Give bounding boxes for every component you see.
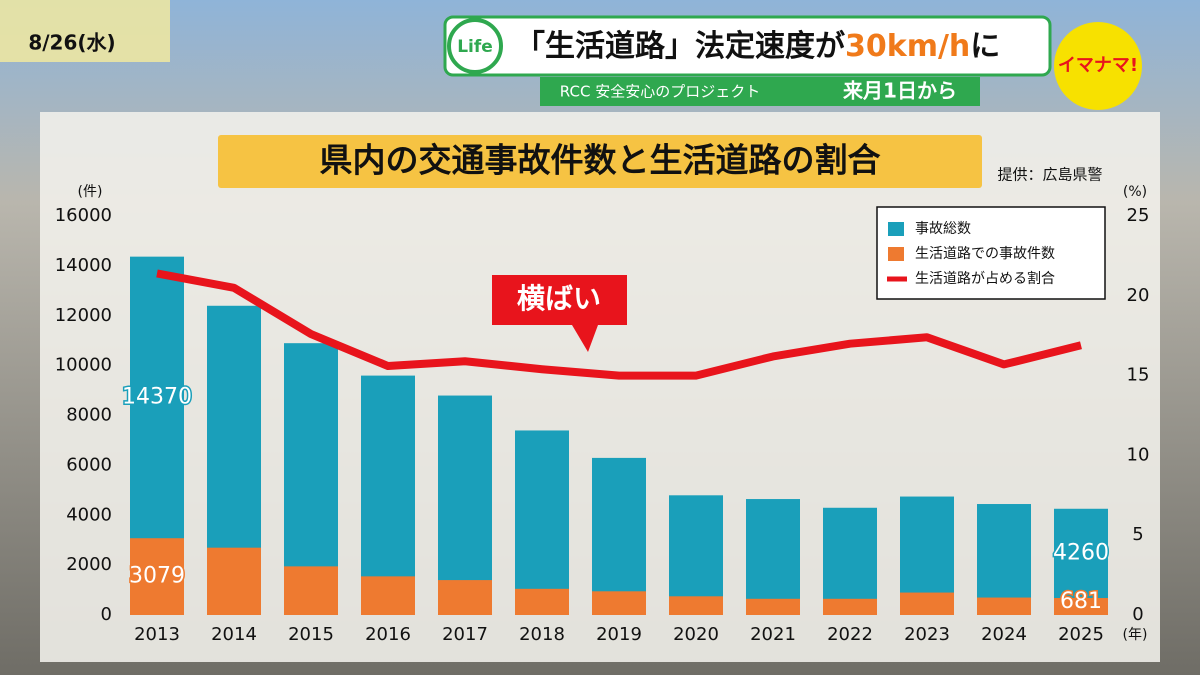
- x-tick-label: 2020: [673, 624, 719, 645]
- bar: [823, 507, 877, 615]
- x-tick-label: 2024: [981, 624, 1027, 645]
- y-tick-label: 12000: [55, 305, 112, 326]
- x-tick-label: 2017: [442, 624, 488, 645]
- x-tick-label: 2022: [827, 624, 873, 645]
- bar: [669, 596, 723, 615]
- legend-box: [876, 206, 1106, 300]
- bar: [284, 566, 338, 615]
- annotation: 横ばい: [517, 282, 601, 315]
- annotation-box: [492, 275, 627, 352]
- y-tick-label: 2000: [66, 554, 112, 575]
- headline-part: 30km/h: [845, 29, 970, 64]
- badge-text: Life: [457, 37, 493, 57]
- y-unit: (件): [78, 184, 103, 200]
- bar: [823, 598, 877, 615]
- bar: [669, 495, 723, 615]
- bar: [746, 499, 800, 615]
- bar: [592, 457, 646, 615]
- y2-tick-label: 5: [1132, 524, 1143, 545]
- bar: [746, 598, 800, 615]
- x-tick-label: 2013: [134, 624, 180, 645]
- sub-bar: [540, 77, 980, 106]
- y-tick-label: 14000: [55, 255, 112, 276]
- x-tick-label: 2016: [365, 624, 411, 645]
- x-tick-label: 2014: [211, 624, 257, 645]
- data-label: 3079: [129, 564, 185, 589]
- legend-label: 生活道路での事故件数: [915, 246, 1055, 262]
- legend-label: 生活道路が占める割合: [915, 270, 1055, 287]
- bar: [515, 588, 569, 615]
- data-label: 4260: [1053, 540, 1109, 565]
- data-label: 681: [1060, 589, 1102, 614]
- x-tick-label: 2018: [519, 624, 565, 645]
- y-tick-label: 10000: [55, 355, 112, 376]
- x-tick-label: 2019: [596, 624, 642, 645]
- title-box: [218, 135, 982, 188]
- bar: [977, 597, 1031, 615]
- bar: [361, 576, 415, 615]
- y-tick-label: 4000: [66, 504, 112, 525]
- bar: [438, 395, 492, 615]
- logo-text: イマナマ!: [1058, 55, 1138, 76]
- line: [156, 269, 1082, 380]
- bar: [900, 592, 954, 615]
- x-tick-label: 2023: [904, 624, 950, 645]
- chart-title: 県内の交通事故件数と生活道路の割合: [320, 141, 881, 180]
- y2-tick-label: 20: [1127, 285, 1150, 306]
- bar: [977, 504, 1031, 615]
- legend-label: 事故総数: [915, 221, 971, 237]
- bar: [1054, 598, 1108, 615]
- headline-box: [443, 15, 1052, 77]
- legend-swatch: [888, 247, 904, 261]
- y-tick-label: 16000: [55, 205, 112, 226]
- bar: [361, 375, 415, 615]
- logo: [1054, 22, 1142, 110]
- date: 8/26(水): [28, 31, 115, 55]
- x-unit: (年): [1123, 627, 1148, 643]
- y2-tick-label: 10: [1127, 444, 1150, 465]
- legend-swatch: [888, 222, 904, 236]
- bar: [130, 538, 184, 615]
- life-badge: [447, 18, 503, 74]
- headline-part: に: [970, 29, 1000, 64]
- x-tick-label: 2021: [750, 624, 796, 645]
- source: 提供：広島県警: [997, 166, 1102, 184]
- headline: 「生活道路」法定速度が30km/hに: [515, 29, 1000, 64]
- bar: [438, 580, 492, 615]
- bar: [592, 591, 646, 615]
- bar: [515, 430, 569, 615]
- start: 来月1日から: [842, 79, 957, 103]
- headline-part: 「生活道路」法定速度が: [515, 29, 845, 64]
- y-tick-label: 8000: [66, 405, 112, 426]
- y2-unit: (%): [1123, 184, 1147, 200]
- x-tick-label: 2015: [288, 624, 334, 645]
- y2-tick-label: 25: [1127, 205, 1150, 226]
- bar: [207, 547, 261, 615]
- y-tick-label: 6000: [66, 454, 112, 475]
- y-tick-label: 0: [101, 604, 112, 625]
- data-label: 14370: [122, 384, 192, 409]
- project: RCC 安全安心のプロジェクト: [560, 83, 760, 101]
- y2-tick-label: 15: [1127, 365, 1150, 386]
- bar: [1054, 508, 1108, 615]
- y2-tick-label: 0: [1132, 604, 1143, 625]
- x-tick-label: 2025: [1058, 624, 1104, 645]
- date-box: [0, 0, 170, 62]
